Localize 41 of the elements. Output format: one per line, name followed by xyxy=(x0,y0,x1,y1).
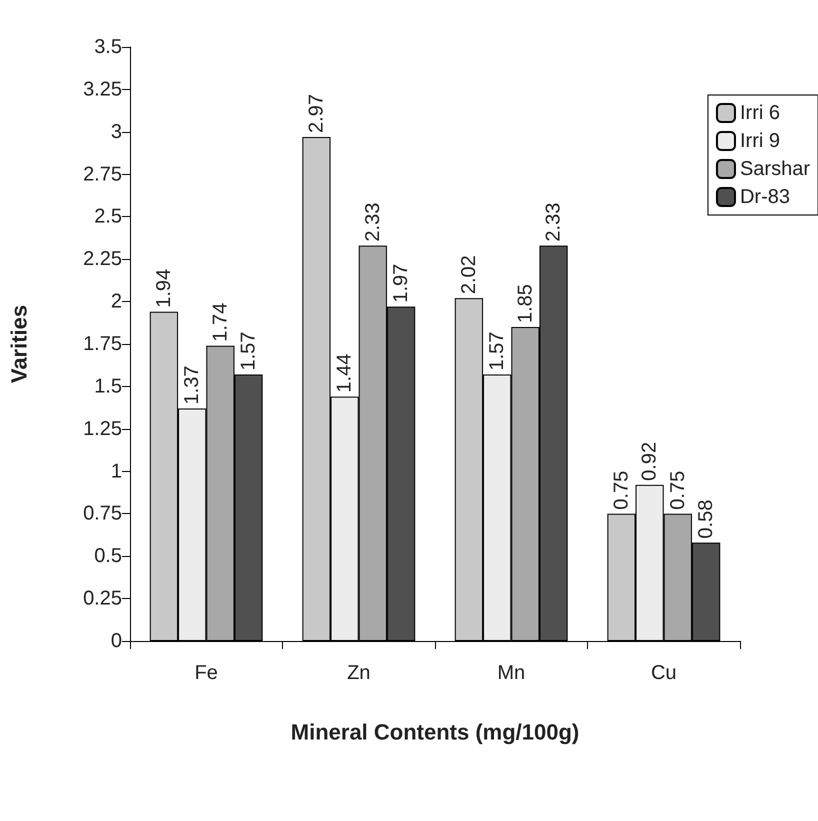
x-tick-label: Fe xyxy=(194,662,218,684)
data-label: 1.57 xyxy=(486,332,508,371)
data-label: 1.57 xyxy=(238,332,260,371)
legend-label: Irri 6 xyxy=(740,102,780,124)
x-axis-title: Mineral Contents (mg/100g) xyxy=(290,720,580,744)
data-label: 1.97 xyxy=(390,264,412,303)
y-tick-label: 1.25 xyxy=(83,418,122,440)
data-label: 1.85 xyxy=(514,284,536,324)
y-tick-label: 1 xyxy=(110,460,122,482)
y-tick-label: 3 xyxy=(110,120,122,143)
data-label: 1.37 xyxy=(181,366,204,404)
data-label: 2.02 xyxy=(458,255,480,294)
y-tick-label: 2.25 xyxy=(83,248,122,270)
y-tick-label: 0 xyxy=(110,630,122,652)
y-tick-label: 1.5 xyxy=(94,375,122,398)
y-tick-label: 2.75 xyxy=(83,163,122,186)
y-tick-label: 3.5 xyxy=(94,36,122,58)
data-label: 1.44 xyxy=(334,354,356,393)
legend-label: Dr-83 xyxy=(740,186,790,208)
data-label: 2.33 xyxy=(362,202,384,242)
data-label: 0.75 xyxy=(666,470,689,510)
data-label: 0.75 xyxy=(610,470,632,510)
data-label: 0.92 xyxy=(638,442,661,481)
data-label: 0.58 xyxy=(695,500,718,539)
y-tick-label: 0.5 xyxy=(94,545,122,568)
y-tick-label: 0.25 xyxy=(83,588,122,610)
y-tick-label: 1.75 xyxy=(83,333,122,355)
data-label: 1.74 xyxy=(209,302,232,342)
y-axis-title: Varities xyxy=(6,304,32,384)
legend-label: Irri 9 xyxy=(740,130,780,152)
data-label: 2.33 xyxy=(542,202,565,242)
y-tick-label: 2 xyxy=(110,290,122,313)
y-tick-label: 3.25 xyxy=(83,78,122,100)
y-tick-label: 2.5 xyxy=(94,206,122,228)
x-tick-label: Mn xyxy=(497,662,526,684)
legend-label: Sarshar xyxy=(740,158,810,180)
y-tick-label: 0.75 xyxy=(83,502,122,525)
x-tick-label: Cu xyxy=(650,662,677,684)
data-label: 1.94 xyxy=(152,268,175,308)
x-tick-label: Zn xyxy=(347,662,370,684)
data-label: 2.97 xyxy=(305,94,328,133)
